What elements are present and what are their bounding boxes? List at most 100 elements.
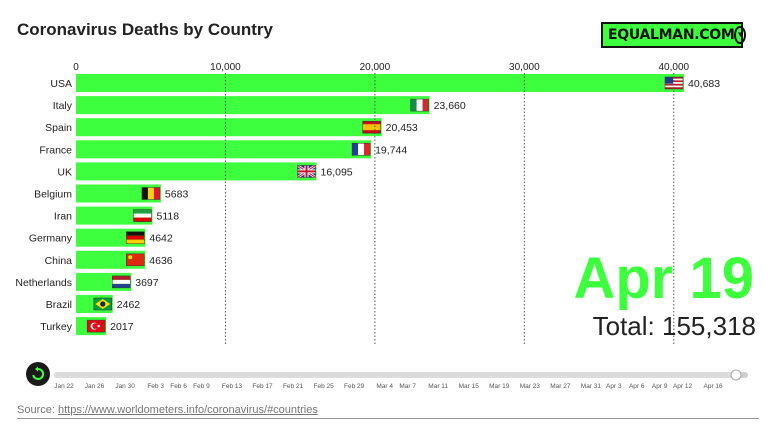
- flag-netherlands-icon: [112, 275, 131, 289]
- bar-row: Germany 4642: [29, 228, 173, 247]
- bar: [76, 74, 684, 92]
- timeline-tick-label: Mar 7: [399, 383, 416, 390]
- category-label: China: [45, 255, 73, 267]
- category-label: Italy: [53, 100, 73, 112]
- timeline-tick-label: Mar 11: [428, 383, 448, 390]
- flag-iran-icon: [133, 209, 152, 222]
- timeline-tick-label: Feb 25: [314, 383, 335, 390]
- source-note: Source: https://www.worldometers.info/co…: [17, 404, 318, 416]
- x-tick-label: 0: [73, 62, 79, 73]
- value-label: 16,095: [321, 166, 353, 178]
- flag-germany-icon: [126, 231, 145, 244]
- flag-brazil-icon: [93, 297, 113, 311]
- current-date-label: Apr 19: [573, 246, 754, 311]
- timeline-tick-label: Jan 30: [115, 383, 135, 390]
- category-label: France: [39, 144, 72, 156]
- flag-italy-icon: [410, 98, 429, 112]
- chart-title: Coronavirus Deaths by Country: [17, 20, 273, 39]
- x-tick-label: 30,000: [509, 62, 540, 73]
- category-label: UK: [57, 166, 72, 178]
- bar: [76, 96, 430, 115]
- flag-france-icon: [351, 143, 371, 156]
- chevron-down-circle-icon: ▼: [734, 26, 747, 44]
- brand-label: EQUALMAN.COM: [608, 27, 735, 43]
- timeline-slider[interactable]: Jan 22 Jan 26 Jan 30 Feb 3 Feb 6 Feb 9 Feb 13 F…: [0, 368, 770, 394]
- category-label: Iran: [54, 211, 72, 223]
- flag-turkey-icon: [86, 319, 106, 333]
- timeline-tick-label: Mar 27: [550, 383, 571, 390]
- timeline-tick-label: Jan 26: [85, 383, 105, 390]
- timeline-tick-label: Mar 4: [376, 383, 393, 390]
- timeline-tick-label: Apr 6: [629, 383, 645, 390]
- total-label: Total:: [592, 311, 655, 341]
- category-label: Belgium: [34, 189, 72, 201]
- flag-uk-icon: [296, 164, 317, 179]
- bar-row: Belgium 5683: [34, 184, 189, 203]
- category-label: Turkey: [40, 321, 72, 333]
- bar: [76, 184, 161, 203]
- bar-row: France 19,744: [39, 140, 407, 159]
- category-label: Germany: [29, 233, 73, 245]
- value-label: 3697: [135, 277, 159, 289]
- replay-button[interactable]: [26, 362, 50, 386]
- timeline-handle[interactable]: [730, 369, 742, 381]
- bar: [76, 140, 372, 159]
- bar: [76, 118, 382, 137]
- flag-spain-icon: [362, 120, 381, 134]
- timeline-tick-label: Apr 16: [704, 383, 724, 390]
- bar-row: Iran 5118: [54, 206, 179, 225]
- source-label: Source:: [17, 404, 55, 416]
- x-tick-label: 20,000: [360, 62, 391, 73]
- source-divider: [17, 418, 759, 419]
- bar-row: Spain 20,453: [45, 118, 418, 137]
- timeline-tick-label: Apr 9: [652, 383, 668, 390]
- timeline-tick-label: Jan 22: [54, 383, 74, 390]
- timeline-tick-label: Mar 15: [459, 383, 480, 390]
- bar-row: Brazil 2462: [46, 295, 141, 313]
- bar-row: Netherlands 3697: [15, 272, 159, 291]
- replay-icon: [32, 366, 45, 380]
- timeline-tick-label: Feb 29: [344, 383, 365, 390]
- value-label: 4642: [149, 233, 173, 245]
- flag-belgium-icon: [141, 187, 161, 200]
- bar-chart: 0 10,000 20,000 30,000 40,000 USA 40,683 Italy 2…: [15, 62, 720, 346]
- bar-row: UK 16,095: [57, 162, 353, 181]
- category-label: Brazil: [46, 299, 72, 311]
- value-label: 20,453: [386, 122, 418, 134]
- timeline-tick-label: Mar 19: [489, 383, 510, 390]
- timeline-tick-label: Mar 23: [520, 383, 541, 390]
- timeline-tick-label: Feb 9: [193, 383, 210, 390]
- value-label: 2017: [110, 321, 134, 333]
- x-tick-label: 10,000: [210, 62, 241, 73]
- value-label: 2462: [117, 299, 141, 311]
- x-tick-label: 40,000: [658, 62, 689, 73]
- value-label: 40,683: [688, 78, 720, 90]
- timeline-tick-label: Feb 17: [252, 383, 273, 390]
- bar-row: Italy 23,660: [53, 96, 466, 115]
- timeline-tick-label: Feb 13: [222, 383, 243, 390]
- value-label: 5683: [165, 189, 189, 201]
- value-label: 23,660: [434, 100, 466, 112]
- bar-row: Turkey 2017: [40, 317, 134, 336]
- timeline-tick-label: Mar 31: [581, 383, 602, 390]
- category-label: Netherlands: [15, 277, 72, 289]
- timeline-tick-label: Feb 6: [170, 383, 187, 390]
- timeline-tick-label: Apr 12: [673, 383, 693, 390]
- value-label: 4636: [149, 255, 173, 267]
- category-label: USA: [50, 78, 72, 90]
- timeline-tick-label: Apr 3: [606, 383, 622, 390]
- source-link[interactable]: https://www.worldometers.info/coronaviru…: [57, 404, 318, 416]
- bar-row: USA 40,683: [50, 74, 720, 92]
- value-label: 5118: [156, 211, 179, 223]
- total-value: 155,318: [662, 311, 756, 341]
- bar-row: China 4636: [45, 250, 173, 269]
- timeline-progress: [54, 372, 736, 378]
- timeline-tick-label: Feb 3: [147, 383, 164, 390]
- brand-logo[interactable]: EQUALMAN.COM ▼: [601, 22, 747, 48]
- total-deaths: Total: 155,318: [593, 311, 756, 342]
- bar: [76, 162, 317, 181]
- value-label: 19,744: [375, 144, 407, 156]
- timeline-tick-label: Feb 21: [283, 383, 304, 390]
- category-label: Spain: [45, 122, 72, 134]
- flag-china-icon: [126, 253, 145, 267]
